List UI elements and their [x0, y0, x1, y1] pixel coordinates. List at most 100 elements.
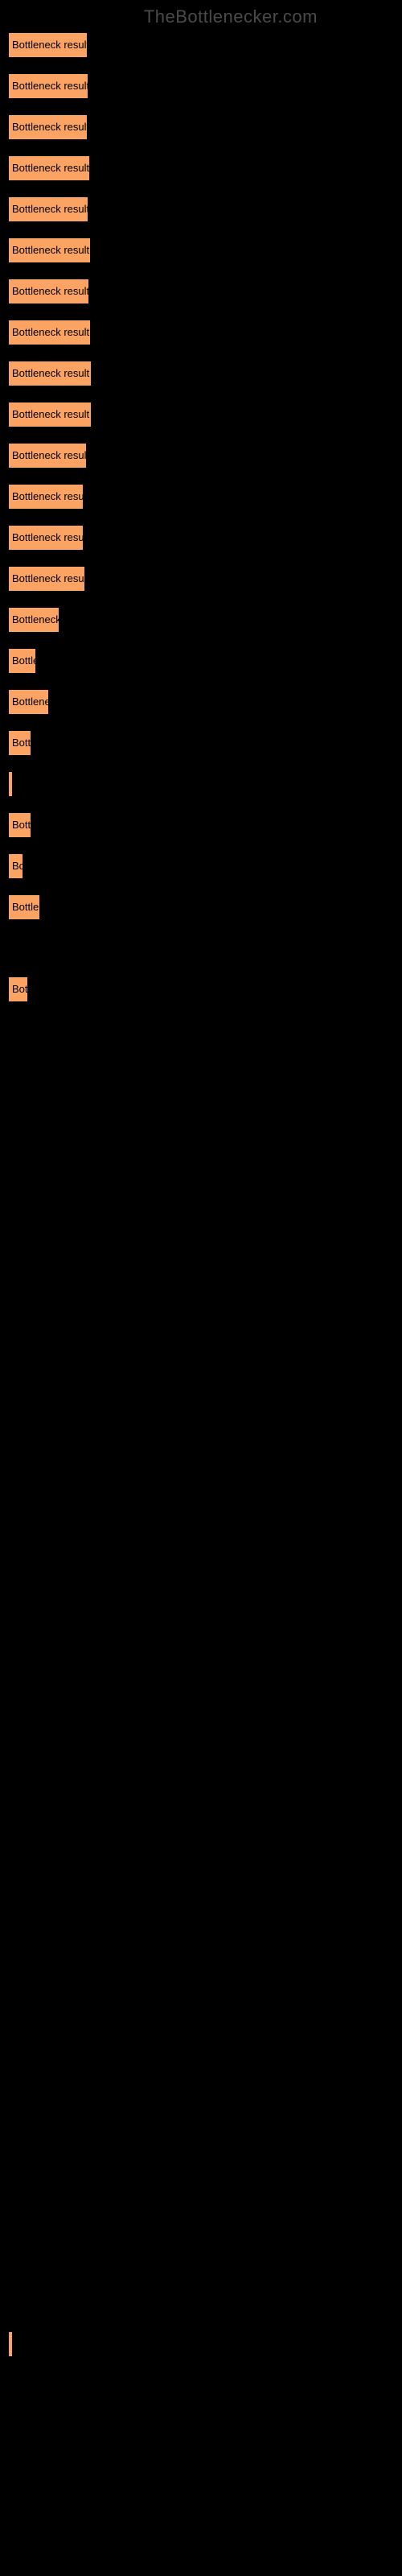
- bar-chart: Bottleneck result Bottleneck result Bottle…: [0, 0, 402, 2537]
- bar-row: Bottleneck result: [8, 270, 394, 312]
- bar: Bottleneck result: [8, 607, 59, 633]
- bar: Bottleneck result: [8, 32, 88, 58]
- bar-row: [8, 1256, 394, 1297]
- bar: Bottleneck result: [8, 484, 84, 510]
- bar-row: [8, 1461, 394, 1502]
- bar-row: Bottleneck result: [8, 640, 394, 681]
- bar: Bottleneck result: [8, 648, 36, 674]
- bar-row: Bottleneck result: [8, 312, 394, 353]
- bar-row: Bottleneck result: [8, 2323, 394, 2364]
- bar-row: [8, 1420, 394, 1461]
- bar-label: Bottleneck result: [12, 572, 85, 584]
- bar-label: Bottleneck result: [12, 531, 84, 543]
- bar-label: Bottleneck result: [12, 326, 89, 338]
- bar: Bottleneck result: [8, 525, 84, 551]
- bar-row: Bottleneck result: [8, 763, 394, 804]
- bar-row: Bottleneck result: [8, 804, 394, 845]
- bar-label: Bottleneck result: [12, 613, 59, 625]
- bar-row: [8, 1543, 394, 1584]
- bar-row: Bottleneck result: [8, 147, 394, 188]
- bar-row: [8, 2036, 394, 2077]
- bar: Bottleneck result: [8, 237, 91, 263]
- bar: Bottleneck result: [8, 320, 91, 345]
- bar-row: [8, 2241, 394, 2282]
- bar-row: [8, 2077, 394, 2118]
- bar-row: [8, 1338, 394, 1379]
- bar-row: [8, 1051, 394, 1092]
- bar-row: [8, 2487, 394, 2529]
- bar-label: Bottleneck result: [12, 490, 84, 502]
- bar-row: Bottleneck result: [8, 229, 394, 270]
- bar: Bottleneck result: [8, 361, 92, 386]
- bar-row: Bottleneck result: [8, 845, 394, 886]
- bar: Bottleneck result: [8, 2331, 13, 2357]
- bar: Bottleneck result: [8, 73, 88, 99]
- bar-row: [8, 2364, 394, 2405]
- bar-row: [8, 2159, 394, 2200]
- bar-label: Bottleneck result: [12, 39, 88, 51]
- bar-label: Bottleneck result: [12, 80, 88, 92]
- bar-row: Bottleneck result: [8, 435, 394, 476]
- bar-row: [8, 1174, 394, 1215]
- bar-label: Bottleneck result: [12, 860, 23, 872]
- bar-row: [8, 1707, 394, 1748]
- bar-label: Bottleneck result: [12, 737, 31, 749]
- bar-row: [8, 1872, 394, 1913]
- bar-label: Bottleneck result: [12, 162, 89, 174]
- bar: Bottleneck result: [8, 894, 40, 920]
- bar-row: Bottleneck result: [8, 886, 394, 927]
- bar-label: Bottleneck result: [12, 408, 89, 420]
- bar-row: [8, 1502, 394, 1543]
- bar-label: Bottleneck result: [12, 696, 49, 708]
- bar-row: [8, 2405, 394, 2446]
- bar: Bottleneck result: [8, 402, 92, 427]
- bar: Bottleneck result: [8, 976, 28, 1002]
- bar-label: Bottleneck result: [12, 203, 88, 215]
- bar-label: Bottleneck result: [12, 901, 40, 913]
- bar: Bottleneck result: [8, 771, 13, 797]
- bar-row: [8, 1133, 394, 1174]
- bar: Bottleneck result: [8, 155, 90, 181]
- bar-label: Bottleneck result: [12, 367, 89, 379]
- bar-row: Bottleneck result: [8, 722, 394, 763]
- bar-label: Bottleneck result: [12, 244, 89, 256]
- bar: Bottleneck result: [8, 279, 89, 304]
- bar-row: [8, 2118, 394, 2159]
- bar: Bottleneck result: [8, 443, 87, 469]
- bar-row: Bottleneck result: [8, 517, 394, 558]
- bar-label: Bottleneck result: [12, 449, 87, 461]
- bar-label: Bottleneck result: [12, 285, 89, 297]
- bar-row: [8, 927, 394, 968]
- bar: Bottleneck result: [8, 196, 88, 222]
- bar-label: Bottleneck result: [12, 2338, 13, 2350]
- bar-row: [8, 1790, 394, 1831]
- bar-row: [8, 1954, 394, 1995]
- bar-label: Bottleneck result: [12, 121, 88, 133]
- bar-row: [8, 2446, 394, 2487]
- bar: Bottleneck result: [8, 689, 49, 715]
- bar: Bottleneck result: [8, 730, 31, 756]
- bar-row: Bottleneck result: [8, 599, 394, 640]
- bar-row: Bottleneck result: [8, 65, 394, 106]
- bar-row: Bottleneck result: [8, 188, 394, 229]
- bar-row: [8, 1379, 394, 1420]
- bar-row: Bottleneck result: [8, 681, 394, 722]
- bar-row: Bottleneck result: [8, 106, 394, 147]
- bar-row: [8, 1584, 394, 1625]
- bar: Bottleneck result: [8, 114, 88, 140]
- bar-label: Bottleneck result: [12, 819, 31, 831]
- bar: Bottleneck result: [8, 853, 23, 879]
- watermark-text: TheBottlenecker.com: [144, 6, 318, 27]
- bar: Bottleneck result: [8, 812, 31, 838]
- bar-row: [8, 1215, 394, 1256]
- bar-row: [8, 1092, 394, 1133]
- bar-label: Bottleneck result: [12, 983, 28, 995]
- bar-row: [8, 1666, 394, 1707]
- bar-row: [8, 1995, 394, 2036]
- bar: Bottleneck result: [8, 566, 85, 592]
- bar-row: [8, 1831, 394, 1872]
- bar-row: Bottleneck result: [8, 558, 394, 599]
- bar-row: [8, 1297, 394, 1338]
- bar-row: [8, 1009, 394, 1051]
- bar-row: [8, 1913, 394, 1954]
